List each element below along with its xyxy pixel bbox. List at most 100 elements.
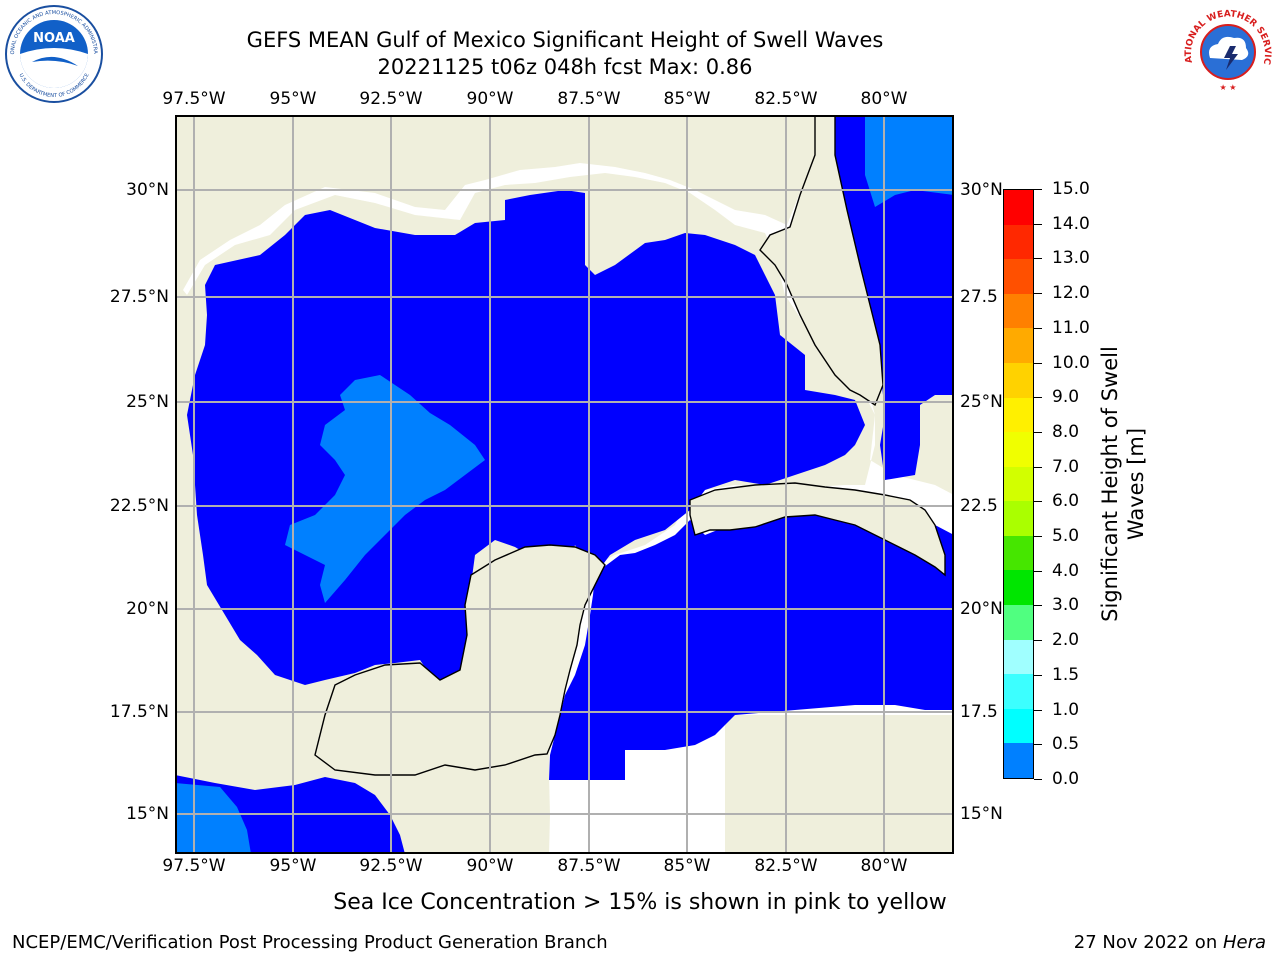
colorbar-swatch: [1004, 570, 1033, 606]
colorbar-tick-mark: [1034, 189, 1042, 190]
colorbar-tick-label: 15.0: [1052, 179, 1090, 199]
lat-label-right: 22.5: [960, 496, 998, 516]
colorbar-tick-label: 14.0: [1052, 213, 1090, 234]
lon-label-bottom: 90°W: [466, 856, 514, 876]
colorbar-tick-mark: [1034, 536, 1042, 538]
lon-label-top: 90°W: [466, 89, 514, 109]
colorbar-tick-label: 2.0: [1052, 630, 1080, 651]
colorbar-swatch: [1004, 605, 1033, 641]
lon-label-top: 95°W: [269, 89, 317, 109]
sea-ice-note-text: Sea Ice Concentration > 15% is shown in …: [333, 890, 947, 915]
lon-label-top: 97.5°W: [162, 89, 226, 109]
sea-mid-swell-atlantic: [865, 115, 954, 207]
map-frame: [175, 115, 954, 854]
graticule: [175, 115, 954, 854]
colorbar-tick-mark: [1034, 362, 1042, 364]
colorbar-swatch: [1004, 432, 1033, 468]
colorbar-tick-label: 0.0: [1052, 769, 1080, 789]
lon-label-bottom: 85°W: [663, 856, 711, 876]
map-panel: [175, 115, 954, 854]
noaa-logo-text: NOAA: [33, 31, 75, 46]
colorbar-swatch: [1004, 190, 1033, 226]
lon-label-bottom: 92.5°W: [359, 856, 423, 876]
map-title: GEFS MEAN Gulf of Mexico Significant Hei…: [246, 28, 884, 52]
colorbar-tick-mark: [1034, 744, 1042, 746]
colorbar-swatch: [1004, 259, 1033, 295]
lon-label-bottom: 97.5°W: [162, 856, 226, 876]
colorbar-tick-label: 11.0: [1052, 317, 1090, 338]
florida-landmass: [759, 115, 884, 407]
sea-low-swell: [187, 190, 954, 780]
colorbar-swatch: [1004, 224, 1033, 260]
colorbar-tick-mark: [1034, 397, 1042, 399]
footer-date-text: 27 Nov 2022 on: [1073, 932, 1223, 953]
colorbar-label: Significant Height of Swell Waves [m]: [1097, 334, 1149, 634]
lon-label-bottom: 82.5°W: [754, 856, 818, 876]
map-subtitle: 20221125 t06z 048h fcst Max: 0.86: [377, 55, 753, 79]
lat-label-left: 17.5°N: [109, 702, 169, 722]
lat-label-right: 25°N: [960, 392, 1003, 412]
colorbar-tick-mark: [1034, 570, 1042, 572]
lon-label-top: 82.5°W: [754, 89, 818, 109]
colorbar-swatch: [1004, 328, 1033, 364]
lat-label-right: 30°N: [960, 180, 1003, 200]
colorbar-swatch: [1004, 362, 1033, 399]
lat-label-right: 17.5: [960, 702, 998, 722]
footer-host: Hera: [1222, 932, 1266, 953]
colorbar-tick-label: 4.0: [1052, 560, 1080, 581]
lat-label-right: 27.5: [960, 287, 998, 307]
lat-label-left: 30°N: [126, 180, 169, 200]
lon-label-top: 87.5°W: [557, 89, 621, 109]
lat-label-left: 27.5°N: [109, 287, 169, 307]
lat-label-left: 20°N: [126, 599, 169, 619]
colorbar-tick-label: 1.0: [1052, 699, 1080, 720]
colorbar-tick-mark: [1034, 293, 1042, 295]
colorbar-swatch: [1004, 466, 1033, 502]
svg-text:★ ★: ★ ★: [1220, 83, 1237, 92]
lon-label-top: 85°W: [663, 89, 711, 109]
lon-label-bottom: 80°W: [860, 856, 908, 876]
colorbar-swatch: [1004, 535, 1033, 571]
colorbar-tick-mark: [1034, 466, 1042, 468]
colorbar-tick-label: 13.0: [1052, 248, 1090, 269]
lon-label-top: 92.5°W: [359, 89, 423, 109]
nws-logo: NATIONAL WEATHER SERVICE ★ ★: [1176, 0, 1276, 100]
yucatan-landmass: [314, 544, 606, 776]
colorbar-tick-mark: [1034, 431, 1042, 433]
colorbar-tick-label: 7.0: [1052, 456, 1080, 477]
colorbar-tick-label: 10.0: [1052, 352, 1090, 373]
colorbar-tick-mark: [1034, 258, 1042, 260]
colorbar-tick-mark: [1034, 605, 1042, 607]
noaa-logo: NATIONAL OCEANIC AND ATMOSPHERIC ADMINIS…: [1, 0, 104, 104]
colorbar-tick-label: 9.0: [1052, 387, 1080, 408]
colorbar-tick-mark: [1034, 709, 1042, 711]
colorbar-swatch: [1004, 293, 1033, 329]
colorbar-tick-mark: [1034, 327, 1042, 329]
lon-label-top: 80°W: [860, 89, 908, 109]
colorbar-tick-label: 1.5: [1052, 664, 1080, 685]
colorbar: [1003, 189, 1034, 779]
lat-label-left: 25°N: [126, 392, 169, 412]
colorbar-label-line2: Waves [m]: [1124, 427, 1148, 541]
colorbar-swatch: [1004, 743, 1033, 779]
lat-label-left: 15°N: [126, 804, 169, 824]
colorbar-swatch: [1004, 708, 1033, 744]
colorbar-tick-label: 5.0: [1052, 526, 1080, 547]
sea-mid-swell: [285, 375, 485, 603]
lon-label-bottom: 87.5°W: [557, 856, 621, 876]
footer-branch: NCEP/EMC/Verification Post Processing Pr…: [12, 932, 608, 953]
colorbar-tick-mark: [1034, 501, 1042, 503]
colorbar-tick-label: 12.0: [1052, 283, 1090, 304]
colorbar-swatch: [1004, 501, 1033, 537]
colorbar-tick-mark: [1034, 674, 1042, 676]
colorbar-tick-label: 8.0: [1052, 421, 1080, 442]
colorbar-swatch: [1004, 674, 1033, 710]
sea-ice-note: Sea Ice Concentration > 15% is shown in …: [0, 890, 1280, 915]
lat-label-left: 22.5°N: [109, 496, 169, 516]
lat-label-right: 15°N: [960, 804, 1003, 824]
colorbar-label-line1: Significant Height of Swell: [1098, 346, 1122, 622]
colorbar-tick-label: 3.0: [1052, 595, 1080, 616]
colorbar-tick-label: 0.5: [1052, 734, 1080, 755]
footer-date: 27 Nov 2022 on Hera: [1074, 932, 1266, 953]
colorbar-tick-mark: [1034, 779, 1042, 780]
